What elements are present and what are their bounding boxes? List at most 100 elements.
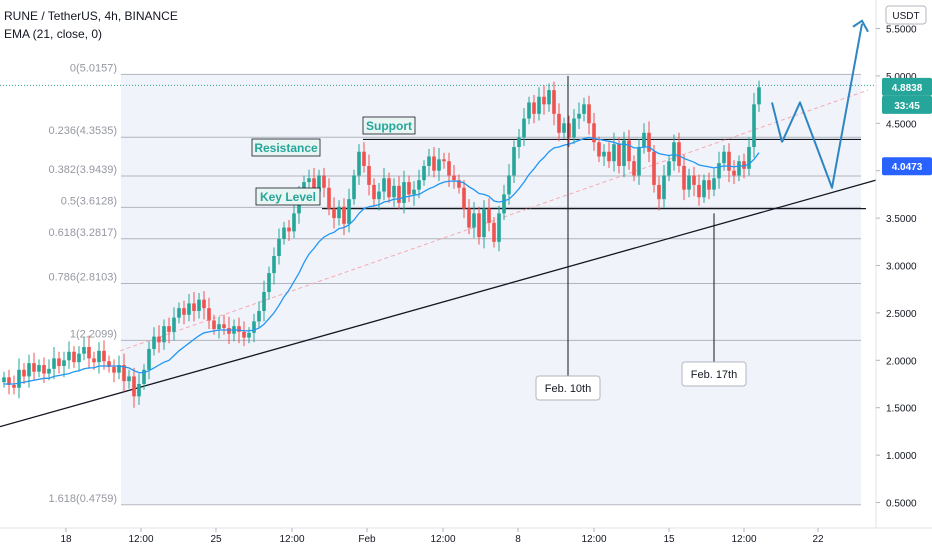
candle-body [227, 328, 231, 334]
projection [771, 19, 869, 189]
currency-badge-box [885, 5, 927, 25]
candle-body [517, 137, 521, 147]
candle-body [742, 161, 746, 169]
candle-body [592, 123, 596, 143]
candle-body [587, 104, 591, 124]
candle [562, 117, 566, 139]
candle-body [707, 180, 711, 190]
candle-body [667, 161, 671, 176]
candle-body [332, 208, 336, 219]
candle [567, 115, 571, 147]
resistance-label-text: Resistance [254, 141, 318, 155]
candle-body [287, 227, 291, 232]
candle [482, 200, 486, 249]
candle [752, 92, 756, 158]
candle-body [582, 104, 586, 114]
candle [32, 352, 36, 381]
indicator-label[interactable]: EMA (21, close, 0) [4, 27, 102, 41]
candle-body [62, 360, 66, 366]
candle [247, 327, 251, 344]
candle [687, 168, 691, 198]
time-tick-label: Feb [358, 534, 376, 545]
candle [257, 301, 261, 329]
candle-body [712, 178, 716, 190]
time-axis[interactable]: 18 12:00 25 12:00 Feb 12:00 8 12:00 15 12:00 22 [60, 528, 824, 545]
candle [547, 83, 551, 112]
candle-body [542, 96, 546, 105]
candle [492, 217, 496, 248]
candle-body [77, 353, 81, 363]
candle [342, 198, 346, 236]
fib-level-label: 0.618(3.2817) [49, 227, 118, 239]
time-tick-label: 12:00 [128, 534, 153, 545]
time-tick-label: 15 [663, 534, 675, 545]
candle-body [362, 151, 366, 166]
candle-body [632, 161, 636, 176]
candle [387, 172, 391, 203]
candle-body [557, 113, 561, 133]
candle [362, 142, 366, 173]
price-tag: 4.8838 [882, 77, 932, 96]
resistance-label: Resistance [251, 138, 321, 157]
candle-body [642, 132, 646, 147]
candle-body [357, 151, 361, 176]
fib-level-label: 1(2.2099) [70, 328, 117, 340]
candle [637, 139, 641, 185]
candle [92, 351, 96, 370]
candle-body [57, 358, 61, 366]
candle-body [487, 208, 491, 223]
annotations: Support Resistance Key Level Feb. 10th Feb. … [251, 75, 747, 401]
candle [337, 200, 341, 226]
fib-retracement: 0(5.0157) 0.236(4.3535) 0.382(3.9439) 0.5(3… [49, 62, 861, 506]
key-level-label: Key Level [255, 187, 321, 206]
candle-body [452, 175, 456, 181]
candle [727, 143, 731, 183]
candle-body [512, 147, 516, 176]
time-tick-label: 12:00 [731, 534, 756, 545]
candle-body [27, 363, 31, 377]
candle-body [347, 199, 351, 224]
candle [277, 228, 281, 265]
currency-label: USDT [892, 11, 919, 22]
candle-body [482, 208, 486, 238]
candle [52, 347, 56, 380]
key-level-label-box [255, 187, 321, 206]
candle [167, 317, 171, 344]
candle-body [202, 299, 206, 309]
candle-body [637, 147, 641, 176]
candle-body [252, 321, 256, 333]
candle [7, 369, 11, 395]
candle-body [507, 175, 511, 195]
currency-badge[interactable]: USDT [885, 5, 927, 25]
candle-body [462, 187, 466, 209]
candle-body [552, 90, 556, 114]
candle [607, 142, 611, 168]
candle [22, 363, 26, 384]
candle-body [497, 213, 501, 242]
price-tag-box [882, 157, 932, 176]
candle-body [262, 292, 266, 312]
candle-body [727, 151, 731, 171]
candle [497, 205, 501, 252]
candle [527, 96, 531, 125]
candle [437, 147, 441, 182]
candle-body [442, 159, 446, 162]
candle-body [662, 175, 666, 200]
candle-body [722, 151, 726, 164]
candle-body [162, 326, 166, 343]
candle [367, 154, 371, 196]
candle-body [132, 376, 136, 397]
support-label-box [362, 116, 416, 135]
candle [602, 144, 606, 166]
candle [442, 152, 446, 169]
candle-body [652, 151, 656, 185]
candle [182, 300, 186, 325]
ema-overlay [4, 136, 760, 385]
price-tag-box [882, 95, 932, 114]
candle [382, 167, 386, 201]
price-tag-text: 4.8838 [892, 83, 923, 94]
candle [657, 176, 661, 211]
candle-body [307, 178, 311, 183]
candle-body [112, 366, 116, 373]
